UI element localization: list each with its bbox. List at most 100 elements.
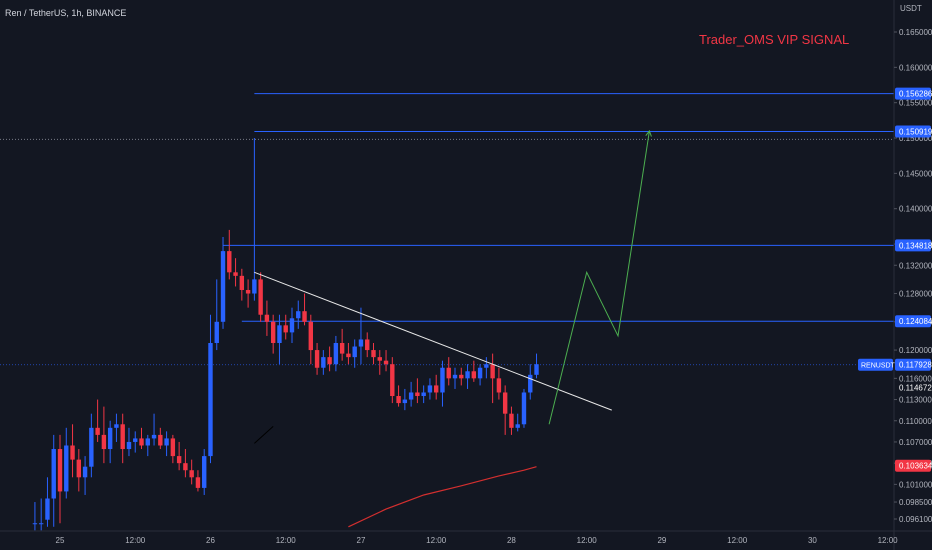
candle [509,406,514,435]
time-tick-label: 26 [206,536,215,545]
price-tick-label: 0.132000 [899,261,932,270]
time-tick-label: 25 [56,536,65,545]
ma-value-badge-label: 0.103634 [899,462,932,471]
candle-body [202,456,207,488]
symbol-tag-bg [858,358,893,371]
candle [245,279,251,308]
candle [465,364,470,389]
price-tick-label: 0.145000 [899,169,932,178]
candle [352,339,357,368]
candle [32,502,38,531]
candle-body [38,523,44,525]
candle [89,413,94,478]
candle [133,431,138,453]
signal-label: Trader_OMS VIP SIGNAL [699,32,850,47]
price-tick-label: 0.155000 [899,99,932,108]
candle-body [496,378,502,393]
candle-body [327,357,332,365]
candle-body [415,392,420,397]
candle-body [95,427,100,435]
candle [371,343,376,365]
descending-trendline [254,271,612,411]
candle [107,420,113,464]
candle [377,350,382,375]
candle-body [208,343,213,457]
candle [38,498,44,531]
level-badge-bg [895,87,931,100]
candle-body [339,343,345,354]
time-axis[interactable]: 25 12:00 26 12:00 27 12:00 28 12:00 29 12:00 30 12:… [56,536,899,545]
candle [57,434,63,524]
candle [258,272,263,322]
time-tick-label: 29 [657,536,666,545]
price-tick-label: 0.160000 [899,63,932,72]
candle-body [358,339,364,347]
candle-body [484,364,489,368]
candle [302,293,307,326]
candle-body [227,251,232,273]
time-tick-label: 30 [808,536,817,545]
candle [183,449,188,478]
candle [283,314,288,340]
candle-body [528,374,533,393]
candle [502,385,508,435]
time-tick-label: 12:00 [125,536,146,545]
symbol-tag-label: RENUSDT [861,363,896,370]
price-levels-layer [0,93,894,366]
candle [390,357,395,404]
candle-body [477,367,483,379]
projection-path [548,130,650,425]
candle-body [434,385,439,393]
time-tick-label: 28 [507,536,516,545]
candle [189,459,194,485]
moving-average-layer [348,466,537,528]
candle [126,427,132,457]
level-badge-label: 0.150919 [899,128,932,137]
candle-body [490,364,495,379]
time-tick-label: 12:00 [426,536,447,545]
candle-body [45,498,50,520]
level-badge-bg [895,125,931,138]
candle-body [446,367,451,379]
candle [239,268,245,301]
candle-body [471,371,477,379]
level-badge-label: 0.156286 [899,90,932,99]
candle-body [126,441,132,450]
candle [314,343,320,375]
time-tick-label: 27 [357,536,366,545]
candle-body [101,434,107,450]
candle-body [427,385,433,393]
price-tick-label: 0.098500 [899,498,932,507]
candle [208,314,213,464]
level-badge-bg [895,239,931,252]
candle-body [57,449,63,492]
price-tick-label: 0.101000 [899,480,932,489]
candle [170,434,176,464]
level-badge-label: 0.134818 [899,241,932,250]
ma-value-badge-bg [895,459,931,472]
candle [383,350,389,372]
zone-trend-segment [254,426,274,444]
candle [120,413,125,464]
candle-body [402,399,408,404]
candle-body [534,364,539,375]
candle [321,350,326,375]
candle [45,477,50,527]
candle-body [321,357,326,368]
candle [515,413,520,432]
candle-body [89,427,94,467]
candle-body [64,445,69,492]
candle [82,456,88,495]
candle-body [76,459,82,478]
price-tick-label: 0.110000 [899,417,932,426]
candle-body [145,438,150,446]
candle [402,388,408,411]
time-tick-label: 12:00 [727,536,748,545]
candle [270,314,276,354]
candle [296,300,301,329]
candle-body [214,321,219,344]
candle [459,367,464,386]
candle-body [82,466,88,478]
candle-body [465,371,470,379]
